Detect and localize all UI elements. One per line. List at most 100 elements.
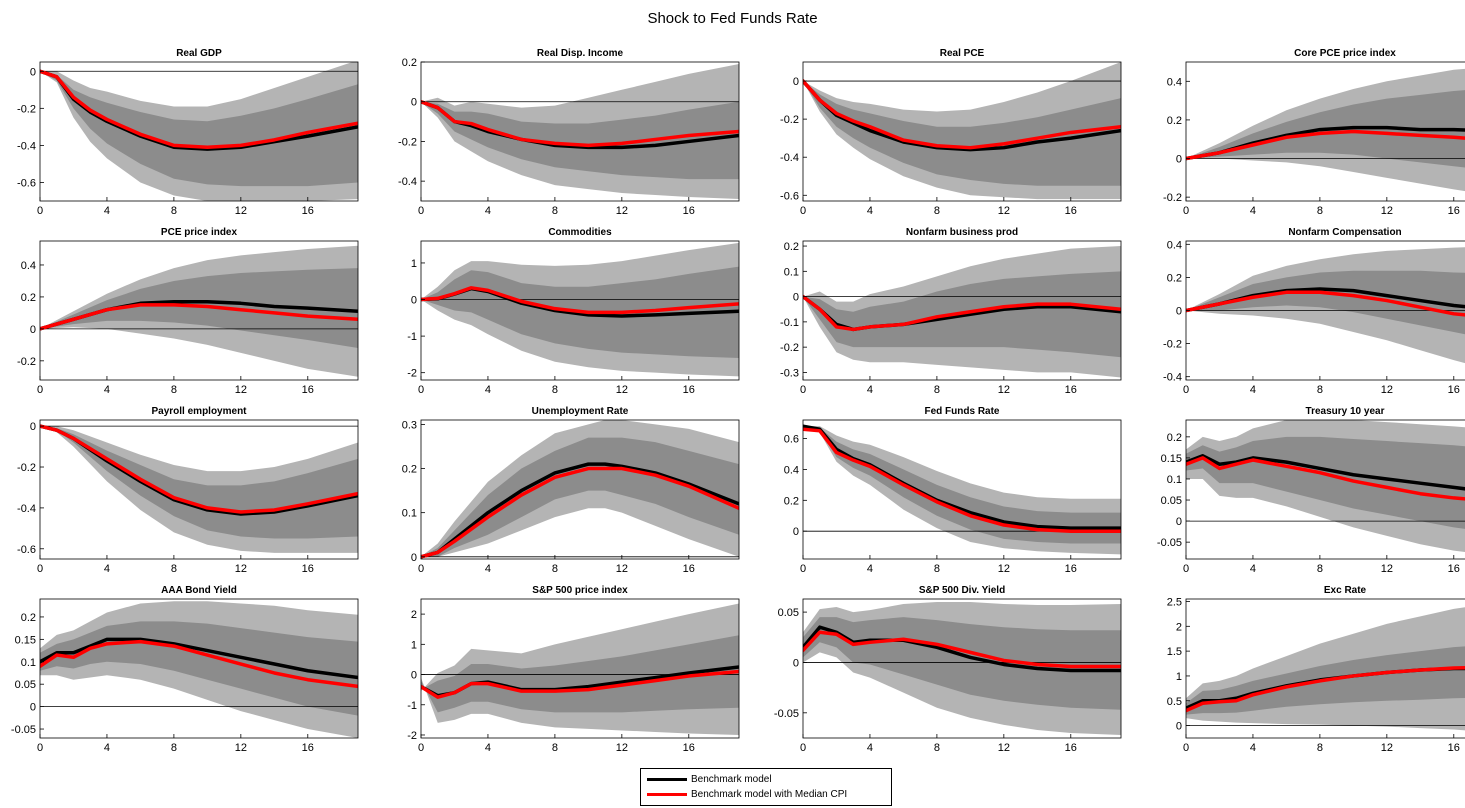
panel-title: Payroll employment <box>151 406 247 417</box>
x-tick-label: 12 <box>616 205 628 217</box>
x-tick-label: 8 <box>171 742 177 754</box>
x-tick-label: 16 <box>683 384 695 396</box>
plot-area-exc-rate <box>1186 607 1465 731</box>
y-tick-label: 0.2 <box>21 612 36 624</box>
x-tick-label: 0 <box>1183 742 1189 754</box>
axes-frame <box>420 419 740 560</box>
x-tick-label: 16 <box>1065 742 1077 754</box>
y-tick-label: 0.2 <box>402 57 417 69</box>
benchmark-line <box>40 637 358 680</box>
y-tick-label: -0.4 <box>1163 372 1182 384</box>
x-tick-label: 8 <box>934 205 940 217</box>
y-tick-label: 0.1 <box>21 657 36 669</box>
y-tick-label: -0.4 <box>398 176 417 188</box>
x-tick-label: 8 <box>552 563 558 575</box>
x-tick-label: 16 <box>302 384 314 396</box>
y-tick-label: 0.1 <box>402 508 417 520</box>
x-tick-label: 12 <box>235 563 247 575</box>
axes-frame <box>802 61 1122 202</box>
plot-area-real-gdp <box>40 62 358 201</box>
panel-title: Treasury 10 year <box>1306 406 1385 417</box>
benchmark-line <box>1186 454 1465 491</box>
y-tick-label: -0.2 <box>780 114 799 126</box>
x-tick-label: 0 <box>418 205 424 217</box>
plot-area-payroll-employment <box>40 424 358 553</box>
panel-real-pce: 0 4 8 12 16 0 -0.2 -0.4 -0.6 Real PCE <box>780 48 1122 217</box>
y-tick-label: 0.5 <box>1167 696 1182 708</box>
x-tick-label: 12 <box>998 563 1010 575</box>
y-tick-label: 2.5 <box>1167 596 1182 608</box>
axes-frame <box>802 419 1122 560</box>
x-tick-label: 0 <box>37 205 43 217</box>
axes-frame <box>39 240 359 381</box>
axes-frame <box>1185 61 1465 202</box>
x-tick-label: 12 <box>1381 742 1393 754</box>
x-tick-label: 4 <box>1250 563 1256 575</box>
y-tick-label: -2 <box>407 730 417 742</box>
x-tick-label: 16 <box>683 563 695 575</box>
y-tick-label: -2 <box>407 368 417 380</box>
y-tick-label: 0.15 <box>15 634 36 646</box>
x-tick-label: 12 <box>998 205 1010 217</box>
plot-area-nonfarm-compensation <box>1186 247 1465 364</box>
y-tick-label: -0.2 <box>17 103 36 115</box>
x-tick-label: 4 <box>867 384 873 396</box>
x-tick-label: 0 <box>800 742 806 754</box>
y-tick-label: 0 <box>1176 306 1182 318</box>
y-tick-label: -0.4 <box>780 152 799 164</box>
median-cpi-line <box>40 424 358 514</box>
x-tick-label: 4 <box>104 563 110 575</box>
y-tick-label: 2 <box>411 609 417 621</box>
x-tick-label: 16 <box>1448 205 1460 217</box>
y-tick-label: 0 <box>793 657 799 669</box>
x-tick-label: 8 <box>552 205 558 217</box>
panel-s-p-500-price-index: 0 4 8 12 16 2 1 0 -1 -2 S&P 500 price index <box>407 585 740 754</box>
axes-frame <box>39 598 359 739</box>
confidence-band-inner <box>40 71 358 187</box>
plot-area-aaa-bond-yield <box>40 601 358 738</box>
panel-title: S&P 500 price index <box>532 585 628 596</box>
median-cpi-line <box>40 69 358 150</box>
x-tick-label: 8 <box>1317 205 1323 217</box>
x-tick-label: 16 <box>302 742 314 754</box>
y-tick-label: -1 <box>407 700 417 712</box>
y-tick-label: 0 <box>30 66 36 78</box>
panel-title: AAA Bond Yield <box>161 585 237 596</box>
x-tick-label: 12 <box>1381 384 1393 396</box>
x-tick-label: 0 <box>418 742 424 754</box>
y-tick-label: -0.1 <box>780 317 799 329</box>
x-tick-label: 12 <box>998 742 1010 754</box>
y-tick-label: 0 <box>793 526 799 538</box>
panel-title: Nonfarm business prod <box>906 227 1018 238</box>
axes-frame <box>1185 419 1465 560</box>
y-tick-label: 0 <box>30 702 36 714</box>
confidence-band-inner <box>40 621 358 716</box>
y-tick-label: -0.05 <box>1157 537 1182 549</box>
panel-real-disp-income: 0 4 8 12 16 0.2 0 -0.2 -0.4 Real Disp. Income <box>398 48 740 217</box>
x-tick-label: 4 <box>867 742 873 754</box>
x-tick-label: 8 <box>171 205 177 217</box>
confidence-band-inner <box>421 437 739 557</box>
panel-s-p-500-div-yield: 0 4 8 12 16 0.05 0 -0.05 S&P 500 Div. Yield <box>774 585 1122 754</box>
panel-title: S&P 500 Div. Yield <box>919 585 1005 596</box>
panel-title: Exc Rate <box>1324 585 1367 596</box>
benchmark-line <box>803 625 1121 673</box>
y-tick-label: -0.4 <box>17 140 36 152</box>
y-tick-label: -1 <box>407 331 417 343</box>
panel-commodities: 0 4 8 12 16 1 0 -1 -2 Commodities <box>407 227 740 396</box>
x-tick-label: 8 <box>552 384 558 396</box>
plot-area-treasury-10-year <box>1186 420 1465 552</box>
axes-frame <box>39 419 359 560</box>
y-tick-label: 0.2 <box>402 464 417 476</box>
median-cpi-line <box>40 639 358 689</box>
x-tick-label: 4 <box>104 384 110 396</box>
y-tick-label: -0.6 <box>17 544 36 556</box>
panel-title: Commodities <box>548 227 612 238</box>
x-tick-label: 0 <box>800 205 806 217</box>
median-cpi-line <box>803 427 1121 533</box>
y-tick-label: 0 <box>1176 721 1182 733</box>
x-tick-label: 0 <box>800 563 806 575</box>
